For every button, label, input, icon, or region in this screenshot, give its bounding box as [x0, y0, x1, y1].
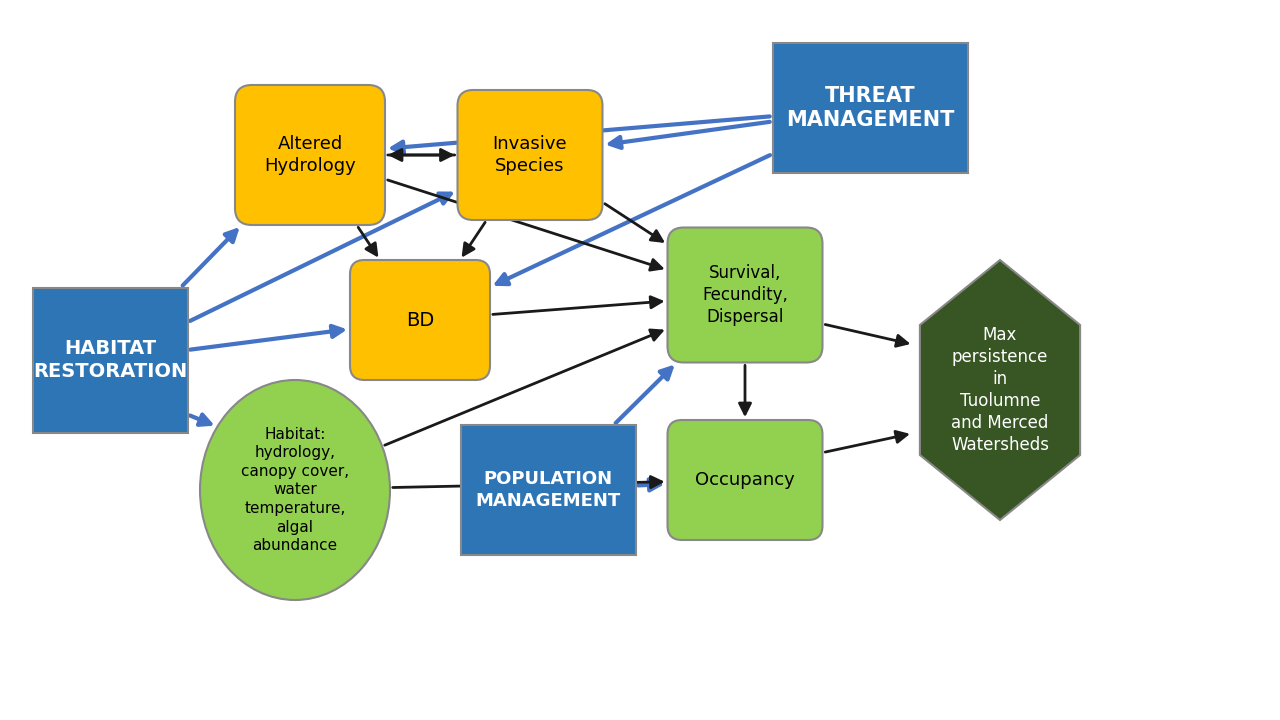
Polygon shape: [920, 260, 1080, 520]
Text: THREAT
MANAGEMENT: THREAT MANAGEMENT: [786, 86, 954, 130]
Text: Survival,
Fecundity,
Dispersal: Survival, Fecundity, Dispersal: [701, 264, 788, 326]
Text: POPULATION
MANAGEMENT: POPULATION MANAGEMENT: [475, 470, 621, 510]
FancyBboxPatch shape: [461, 425, 635, 555]
FancyBboxPatch shape: [667, 420, 823, 540]
Text: Occupancy: Occupancy: [695, 471, 795, 489]
FancyBboxPatch shape: [236, 85, 385, 225]
FancyBboxPatch shape: [773, 43, 968, 173]
FancyBboxPatch shape: [667, 228, 823, 362]
Text: HABITAT
RESTORATION: HABITAT RESTORATION: [33, 338, 187, 382]
FancyBboxPatch shape: [349, 260, 490, 380]
Text: Altered
Hydrology: Altered Hydrology: [264, 135, 356, 175]
Text: BD: BD: [406, 310, 434, 330]
Text: Max
persistence
in
Tuolumne
and Merced
Watersheds: Max persistence in Tuolumne and Merced W…: [951, 325, 1050, 454]
Ellipse shape: [200, 380, 390, 600]
Text: Habitat:
hydrology,
canopy cover,
water
temperature,
algal
abundance: Habitat: hydrology, canopy cover, water …: [241, 427, 349, 553]
FancyBboxPatch shape: [457, 90, 603, 220]
Text: Invasive
Species: Invasive Species: [493, 135, 567, 175]
FancyBboxPatch shape: [32, 287, 187, 433]
